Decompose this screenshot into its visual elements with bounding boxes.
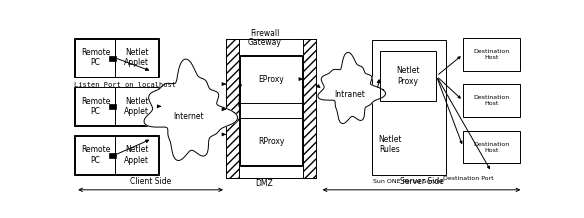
Bar: [115, 87, 158, 125]
Bar: [109, 56, 116, 61]
Bar: [109, 153, 116, 158]
Bar: [241, 56, 301, 102]
Text: Firewall: Firewall: [250, 29, 279, 38]
Text: Destination Port: Destination Port: [443, 175, 493, 181]
Bar: [371, 40, 446, 175]
Bar: [463, 84, 520, 117]
Text: Netlet
Applet: Netlet Applet: [124, 145, 149, 165]
Text: Netlet
Applet: Netlet Applet: [124, 97, 149, 116]
Text: EProxy: EProxy: [258, 75, 284, 83]
Text: Sun ONE Portal Server: Sun ONE Portal Server: [373, 179, 443, 184]
Text: Destination
Host: Destination Host: [473, 142, 510, 153]
Text: Client Side: Client Side: [130, 177, 171, 186]
Bar: [75, 39, 116, 77]
Text: Remote
PC: Remote PC: [81, 145, 110, 165]
Bar: [115, 39, 158, 77]
Bar: [75, 87, 116, 125]
Bar: [226, 39, 239, 178]
Text: Netlet
Rules: Netlet Rules: [378, 135, 402, 154]
Text: Remote
PC: Remote PC: [81, 48, 110, 67]
Bar: [463, 38, 520, 71]
Text: Destination
Host: Destination Host: [473, 49, 510, 60]
Bar: [74, 38, 159, 77]
Bar: [241, 118, 301, 165]
Bar: [75, 136, 116, 174]
Bar: [239, 55, 302, 166]
Text: Internet: Internet: [173, 112, 204, 121]
Bar: [115, 136, 158, 174]
Text: Netlet
Applet: Netlet Applet: [124, 48, 149, 67]
Text: Netlet
Proxy: Netlet Proxy: [397, 66, 420, 86]
Text: Destination
Host: Destination Host: [473, 95, 510, 106]
Text: Listen Port on localhost: Listen Port on localhost: [74, 82, 176, 88]
Bar: [74, 87, 159, 126]
Polygon shape: [318, 52, 385, 124]
Bar: [463, 131, 520, 164]
Text: Remote
PC: Remote PC: [81, 97, 110, 116]
Text: Gateway: Gateway: [248, 38, 281, 47]
Polygon shape: [144, 59, 238, 160]
Bar: [74, 135, 159, 175]
Bar: [380, 51, 436, 101]
Bar: [303, 39, 315, 178]
Text: Server Side: Server Side: [399, 177, 443, 186]
Text: DMZ: DMZ: [256, 179, 273, 188]
Text: Intranet: Intranet: [335, 90, 366, 99]
Text: RProxy: RProxy: [258, 138, 284, 146]
Bar: [109, 104, 116, 109]
